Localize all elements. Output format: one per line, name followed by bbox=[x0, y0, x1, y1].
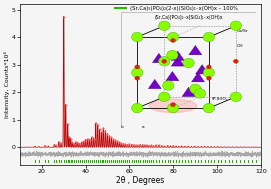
X-axis label: 2θ , Degrees: 2θ , Degrees bbox=[116, 176, 164, 185]
Legend: (Sr,Ca)₅(PO₄)₂(2-x)(SiO₄)₁₋x(OH)x – 100%: (Sr,Ca)₅(PO₄)₂(2-x)(SiO₄)₁₋x(OH)x – 100% bbox=[114, 5, 239, 12]
Y-axis label: Intensity, Counts*10⁴: Intensity, Counts*10⁴ bbox=[4, 51, 10, 118]
